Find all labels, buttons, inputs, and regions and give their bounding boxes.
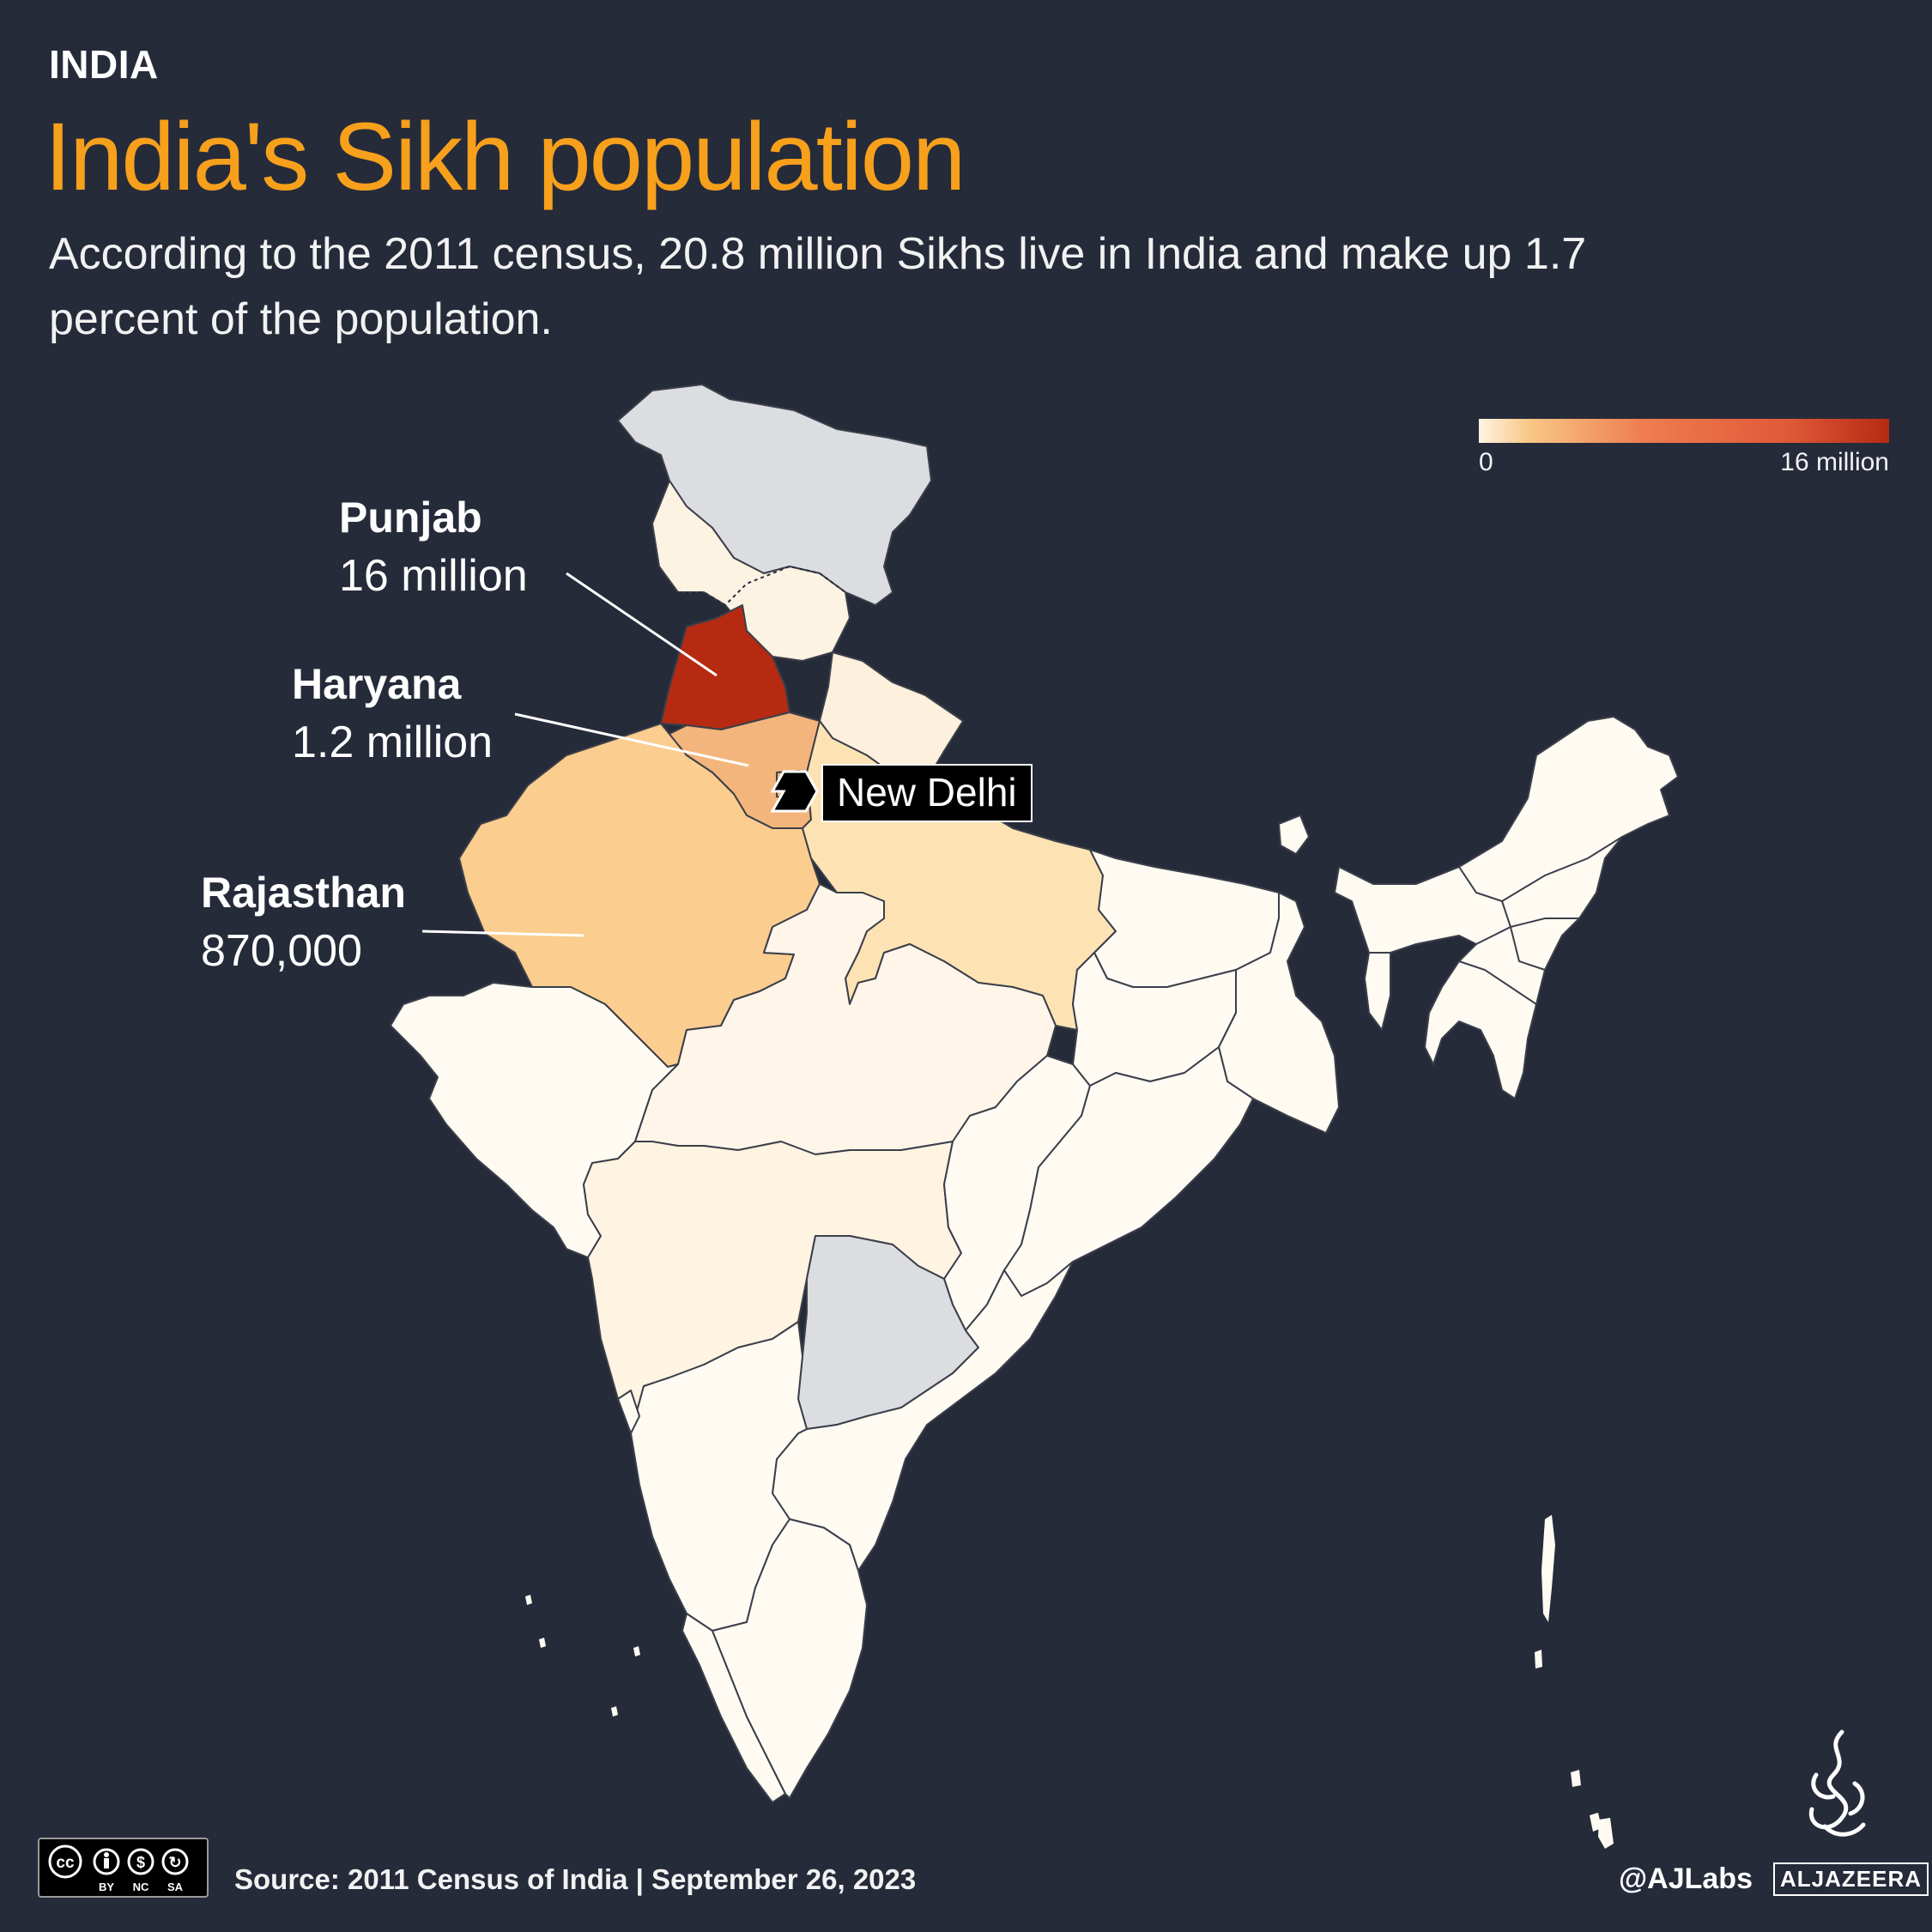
kicker: INDIA [49,42,159,87]
haryana-leader-line [514,712,749,767]
nicobar-island-1 [1571,1770,1581,1787]
callout-punjab-value: 16 million [339,551,528,601]
callout-punjab-name: Punjab [339,494,482,542]
pok-dashed-border [678,565,846,607]
punjab-leader-line [566,572,718,677]
capital-label: New Delhi [821,764,1033,822]
license-nc-label: NC [133,1881,149,1893]
color-legend: 0 16 million [1479,419,1889,477]
region-west-bengal [1218,892,1340,1134]
legend-max-label: 16 million [1780,448,1889,476]
cc-by-nc-sa-icon: cc $ ↻ BY NC SA [38,1838,209,1898]
andaman-islands [1541,1515,1555,1622]
lakshadweep-3 [633,1646,640,1656]
callout-haryana-value: 1.2 million [292,718,494,767]
region-tamil-nadu [712,1518,868,1799]
svg-text:$: $ [136,1854,145,1871]
ne-border-4 [1458,960,1537,1005]
callout-haryana: Haryana 1.2 million [292,658,493,775]
region-sikkim [1278,815,1310,855]
region-tripura [1364,952,1391,1031]
lakshadweep-1 [525,1595,532,1605]
region-karnataka [630,1321,808,1632]
nicobar-island-3 [1598,1818,1614,1849]
svg-text:↻: ↻ [168,1854,181,1871]
page-title: India's Sikh population [45,103,966,210]
license-by-label: BY [99,1881,114,1893]
legend-min-label: 0 [1479,448,1493,476]
legend-gradient-bar [1479,419,1889,443]
lakshadweep-4 [611,1706,618,1717]
twitter-handle: @AJLabs [1619,1862,1753,1895]
ne-border-3 [1501,900,1546,971]
callout-rajasthan-value: 870,000 [201,926,362,976]
rajasthan-leader-line [421,930,584,937]
nicobar-island-2 [1590,1813,1602,1832]
callout-punjab: Punjab 16 million [339,492,528,609]
svg-text:cc: cc [56,1854,75,1872]
ne-border-2 [1475,918,1579,945]
callout-haryana-name: Haryana [292,660,462,708]
callout-rajasthan: Rajasthan 870,000 [201,867,406,984]
lakshadweep-2 [539,1638,546,1648]
license-sa-label: SA [167,1881,184,1893]
callout-rajasthan-name: Rajasthan [201,869,406,917]
brand-wordmark: ALJAZEERA [1773,1862,1929,1896]
region-goa [617,1390,640,1434]
source-line: Source: 2011 Census of India | September… [234,1863,917,1895]
ne-border-1 [1458,836,1623,903]
aljazeera-logo-icon [1808,1729,1866,1837]
region-northeast [1334,716,1679,1099]
hexagon-marker-icon [770,770,819,813]
andaman-island-small [1535,1650,1542,1669]
subtitle: According to the 2011 census, 20.8 milli… [49,229,1587,344]
